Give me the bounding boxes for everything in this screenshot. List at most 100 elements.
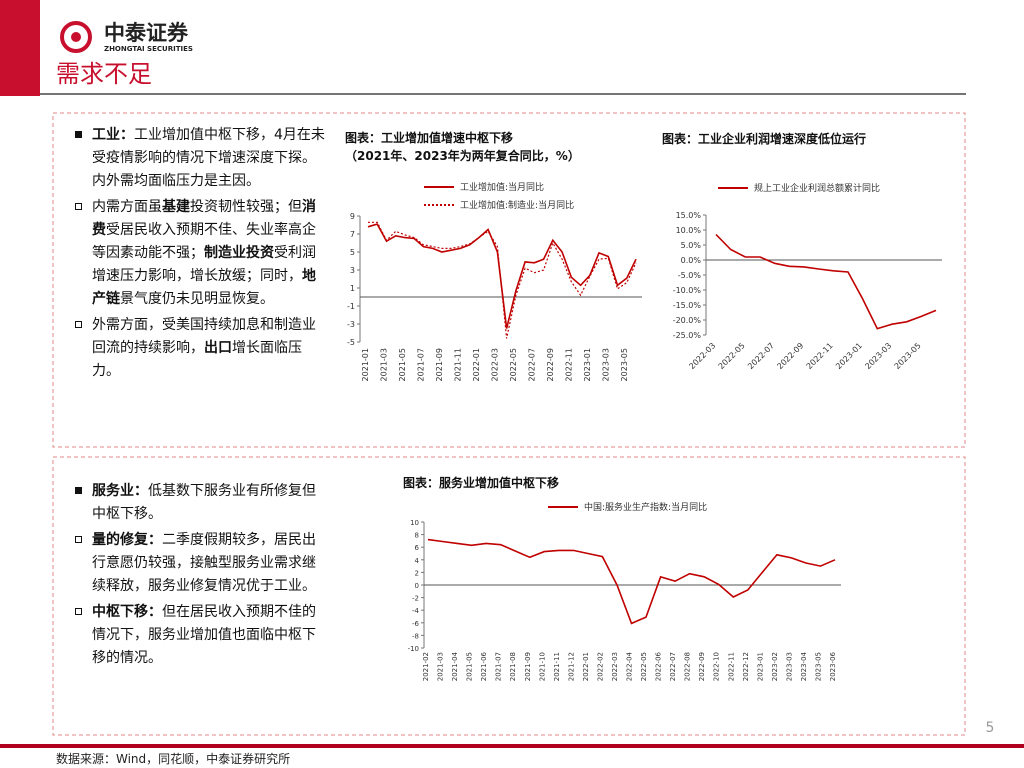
chart-title: 图表：工业企业利润增速深度低位运行 bbox=[662, 131, 866, 146]
x-tick-label: 2021-11 bbox=[553, 652, 561, 681]
text-run: 增长面临压力。 bbox=[92, 340, 302, 379]
bullet: 工业：工业增加值中枢下移，4月在未受疫情影响的情况下增速深度下探。内外需均面临压… bbox=[75, 124, 327, 193]
bullet-marker bbox=[75, 321, 82, 328]
x-tick-label: 2023-05 bbox=[814, 652, 822, 681]
x-tick-label: 2022-11 bbox=[805, 341, 835, 371]
x-tick-label: 2022-03 bbox=[687, 341, 717, 371]
x-tick-label: 2022-09 bbox=[775, 341, 805, 371]
x-tick-label: 2022-07 bbox=[746, 341, 776, 371]
x-tick-label: 2021-01 bbox=[361, 348, 370, 381]
y-tick-label: 2 bbox=[415, 569, 419, 577]
text-run: 但在居民收入预期不佳的情况下，服务业增加值也面临中枢下移的情况。 bbox=[92, 604, 316, 666]
y-tick-label: -5 bbox=[347, 338, 355, 347]
text-run: 量的修复： bbox=[92, 532, 162, 548]
x-tick-label: 2022-09 bbox=[546, 348, 555, 381]
text-run: 地产链 bbox=[92, 268, 316, 307]
x-tick-label: 2021-08 bbox=[509, 652, 517, 681]
x-tick-label: 2022-04 bbox=[626, 651, 634, 681]
y-tick-label: 3 bbox=[350, 266, 355, 275]
x-tick-label: 2022-06 bbox=[655, 651, 663, 681]
x-tick-label: 2021-05 bbox=[466, 652, 474, 681]
text-box: 工业：工业增加值中枢下移，4月在未受疫情影响的情况下增速深度下探。内外需均面临压… bbox=[75, 124, 327, 386]
legend-label: 工业增加值:当月同比 bbox=[460, 181, 544, 193]
y-tick-label: 0.0% bbox=[681, 256, 702, 265]
series-line bbox=[368, 221, 637, 339]
x-tick-label: 2022-08 bbox=[684, 652, 692, 681]
x-tick-label: 2022-11 bbox=[564, 348, 573, 381]
footer-bar bbox=[0, 744, 1024, 748]
bullet: 中枢下移：但在居民收入预期不佳的情况下，服务业增加值也面临中枢下移的情况。 bbox=[75, 601, 327, 670]
x-tick-label: 2022-09 bbox=[698, 652, 706, 681]
x-tick-label: 2022-01 bbox=[582, 652, 590, 681]
x-tick-label: 2021-03 bbox=[437, 652, 445, 681]
y-tick-label: -1 bbox=[347, 302, 355, 311]
y-tick-label: 15.0% bbox=[676, 211, 702, 220]
y-tick-label: -6 bbox=[412, 620, 420, 628]
y-tick-label: -20.0% bbox=[673, 316, 702, 325]
y-tick-label: 7 bbox=[350, 230, 355, 239]
bullet-marker bbox=[75, 131, 82, 138]
text-run: 二季度假期较多，居民出行意愿仍较强，接触型服务业需求继续释放，服务业修复情况优于… bbox=[92, 532, 316, 594]
y-tick-label: 1 bbox=[350, 284, 355, 293]
x-tick-label: 2022-07 bbox=[527, 348, 536, 381]
bullet: 服务业：低基数下服务业有所修复但中枢下移。 bbox=[75, 480, 327, 526]
x-tick-label: 2023-03 bbox=[863, 341, 893, 371]
y-tick-label: -25.0% bbox=[673, 331, 702, 340]
y-tick-label: 10 bbox=[410, 519, 419, 527]
source: 数据来源：Wind，同花顺，中泰证券研究所 bbox=[56, 751, 290, 766]
x-tick-label: 2023-06 bbox=[829, 651, 837, 681]
text-run: 景气度仍未见明显恢复。 bbox=[120, 291, 274, 307]
legend-label: 中国:服务业生产指数:当月同比 bbox=[584, 501, 707, 513]
x-tick-label: 2023-05 bbox=[620, 348, 629, 381]
logo-sub: ZHONGTAI SECURITIES bbox=[104, 45, 193, 53]
text-run: 外需方面，受美国持续加息和制造业回流的持续影响， bbox=[92, 317, 316, 356]
y-tick-label: -10 bbox=[408, 645, 419, 653]
series-line bbox=[715, 233, 937, 330]
x-tick-label: 2022-11 bbox=[727, 652, 735, 681]
text-run: 出口 bbox=[204, 340, 232, 356]
x-tick-label: 2022-02 bbox=[596, 652, 604, 681]
x-tick-label: 2021-09 bbox=[435, 348, 444, 381]
y-tick-label: -4 bbox=[412, 607, 420, 615]
x-tick-label: 2023-02 bbox=[771, 652, 779, 681]
x-tick-label: 2021-07 bbox=[416, 348, 425, 381]
x-tick-label: 2021-10 bbox=[538, 652, 546, 681]
text-run: 消费 bbox=[92, 199, 316, 238]
box-frame bbox=[52, 456, 966, 736]
y-tick-label: 5 bbox=[350, 248, 355, 257]
y-tick-label: -2 bbox=[412, 595, 419, 603]
text-run: 制造业投资 bbox=[204, 245, 274, 261]
bullet-marker bbox=[75, 487, 82, 494]
box-frame bbox=[52, 112, 966, 448]
logo-dot bbox=[71, 32, 81, 42]
x-tick-label: 2023-01 bbox=[583, 348, 592, 381]
y-tick-label: 6 bbox=[415, 544, 420, 552]
bullet: 外需方面，受美国持续加息和制造业回流的持续影响，出口增长面临压力。 bbox=[75, 314, 327, 383]
text-run: 低基数下服务业有所修复但中枢下移。 bbox=[92, 483, 316, 522]
x-tick-label: 2022-05 bbox=[640, 652, 648, 681]
x-tick-label: 2023-01 bbox=[834, 341, 864, 371]
x-tick-label: 2021-02 bbox=[422, 652, 430, 681]
y-tick-label: -10.0% bbox=[673, 286, 702, 295]
text-run: 服务业： bbox=[92, 483, 148, 499]
y-tick-label: -5.0% bbox=[678, 271, 702, 280]
y-tick-label: 10.0% bbox=[676, 226, 702, 235]
slide-title: 需求不足 bbox=[56, 60, 152, 88]
series-line bbox=[427, 538, 836, 625]
x-tick-label: 2021-07 bbox=[495, 652, 503, 681]
bullet-marker bbox=[75, 536, 82, 543]
x-tick-label: 2022-05 bbox=[509, 348, 518, 381]
text-run: 工业： bbox=[92, 127, 134, 143]
legend-label: 工业增加值:制造业:当月同比 bbox=[460, 199, 574, 211]
text-run: 受利润增速压力影响，增长放缓；同时， bbox=[92, 245, 316, 284]
x-tick-label: 2021-12 bbox=[567, 652, 575, 681]
page-number: 5 bbox=[986, 720, 995, 736]
logo-mark bbox=[60, 21, 92, 53]
legend-label: 规上工业企业利润总额累计同比 bbox=[754, 182, 880, 194]
bullet: 内需方面虽基建投资韧性较强；但消费受居民收入预期不佳、失业率高企等因素动能不强；… bbox=[75, 196, 327, 311]
y-tick-label: 8 bbox=[415, 532, 419, 540]
series-line bbox=[367, 223, 637, 329]
text-run: 中枢下移： bbox=[92, 604, 162, 620]
side-bar bbox=[0, 0, 40, 96]
